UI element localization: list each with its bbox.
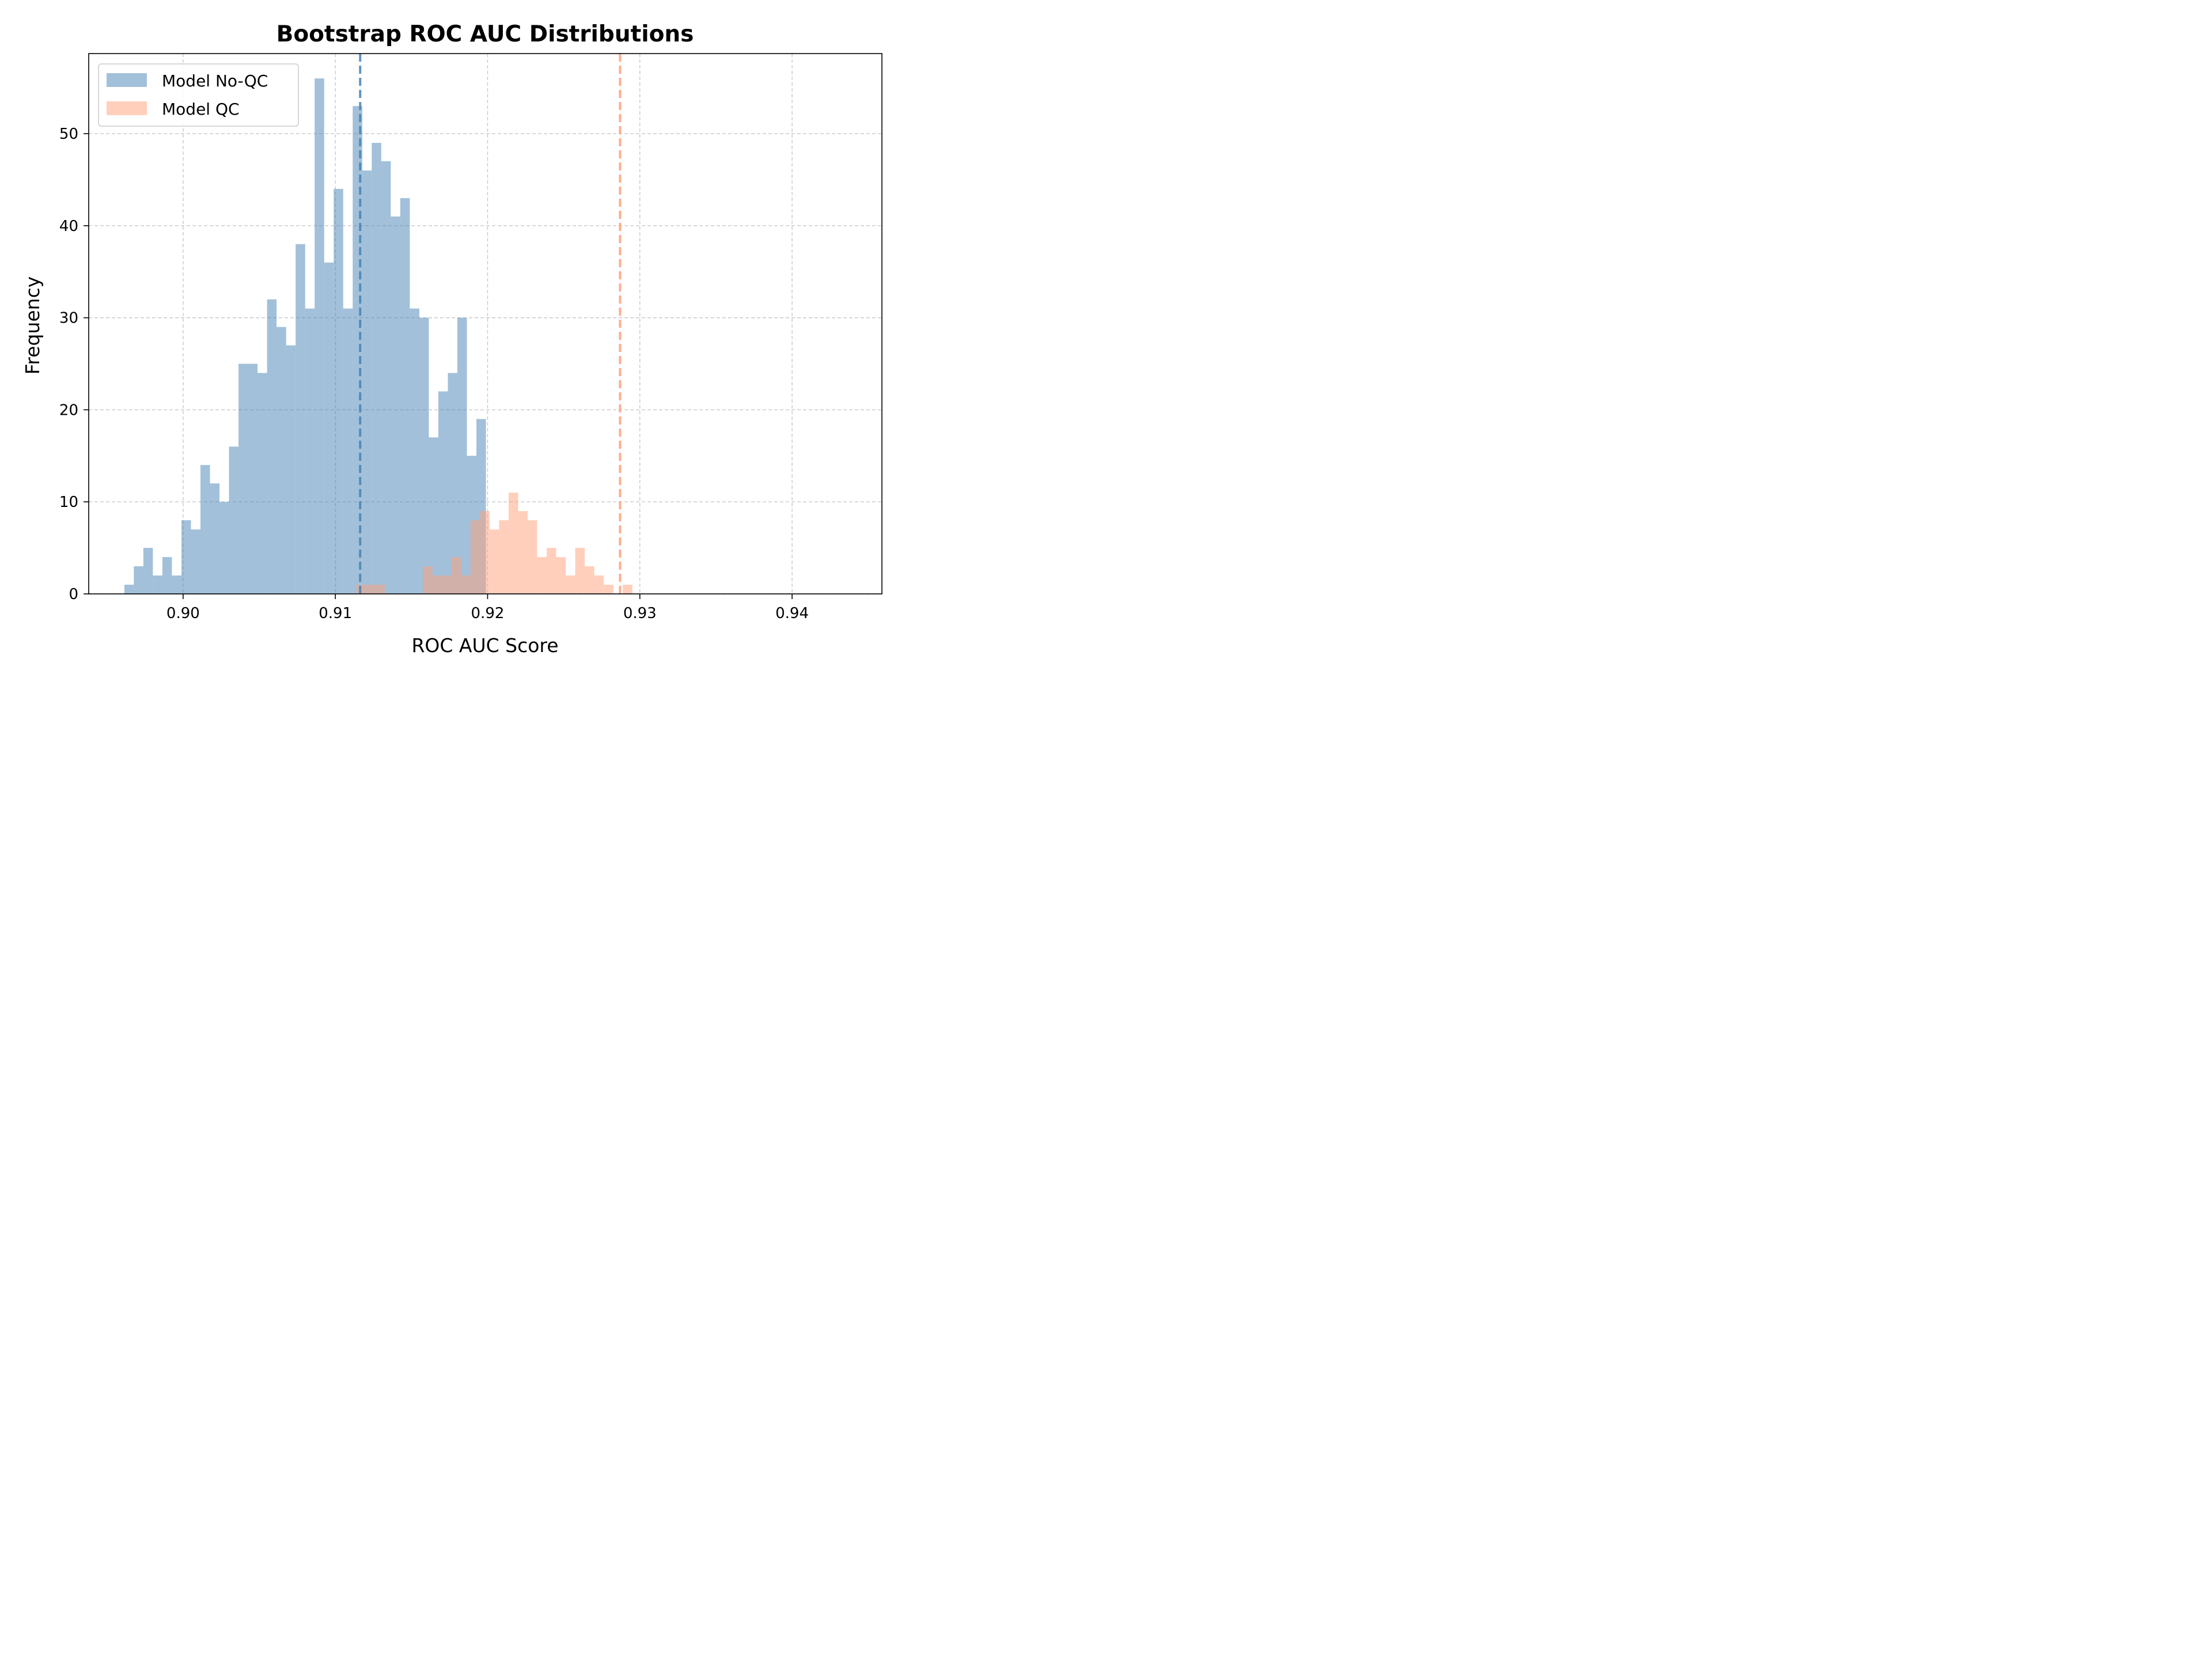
x-tick-label-4: 0.94 [775,605,809,622]
series-1 [356,493,632,594]
y-axis-label: Frequency [21,276,44,374]
y-tick-label-2: 20 [59,402,78,419]
bar-series-0-bin-26 [372,143,381,594]
chart-title: Bootstrap ROC AUC Distributions [276,21,694,47]
y-tick-label-1: 10 [59,494,78,511]
bar-series-0-bin-19 [305,308,315,594]
plot-frame [88,53,882,594]
legend-swatch-model-no-qc [107,73,147,87]
bar-series-1-bin-20 [547,548,556,594]
series-0 [124,78,486,594]
bar-series-1-bin-16 [508,493,518,594]
x-tick-label-0: 0.90 [166,605,200,622]
bar-series-0-bin-32 [429,437,438,594]
bar-series-1-bin-8 [432,575,442,594]
bar-series-0-bin-6 [181,520,191,594]
bar-series-0-bin-4 [162,557,172,594]
bar-series-0-bin-3 [153,575,162,594]
bar-series-0-bin-13 [248,363,258,594]
bar-series-1-bin-7 [423,566,433,594]
legend: Model No-QC Model QC [98,63,299,127]
legend-label-model-qc: Model QC [162,100,240,119]
bar-series-0-bin-12 [238,363,248,594]
bar-series-1-bin-12 [470,520,480,594]
mean-lines [359,54,622,594]
chart-container: 0.90 0.91 0.92 0.93 0.94 0 10 20 30 40 50 Bootstra… [0,0,901,676]
bar-series-0-bin-31 [419,317,429,594]
y-tick-label-4: 40 [59,218,78,235]
bar-series-0-bin-18 [296,244,305,594]
bar-series-1-bin-22 [566,575,575,594]
x-tick-label-3: 0.93 [623,605,657,622]
bar-series-1-bin-13 [480,511,490,594]
bar-series-1-bin-18 [527,520,537,594]
bar-series-0-bin-14 [257,373,267,594]
bar-series-0-bin-34 [448,373,458,594]
legend-label-model-no-qc: Model No-QC [162,71,268,90]
bar-series-0-bin-21 [324,262,334,594]
bar-series-1-bin-9 [442,575,452,594]
histogram-bars [124,78,632,594]
x-axis-label: ROC AUC Score [411,634,558,657]
bar-series-1-bin-10 [451,557,461,594]
bar-series-1-bin-15 [499,520,509,594]
legend-box [98,63,299,127]
legend-swatch-model-qc [107,101,147,115]
bar-series-1-bin-26 [604,585,613,594]
bar-series-0-bin-25 [362,170,372,594]
bar-series-1-bin-25 [594,575,604,594]
x-tick-label-2: 0.92 [471,605,505,622]
x-tick-label-1: 0.91 [319,605,352,622]
bar-series-0-bin-16 [276,327,286,594]
bar-series-0-bin-27 [381,161,391,594]
bar-series-0-bin-11 [229,446,239,594]
bar-series-1-bin-11 [461,575,471,594]
bar-series-1-bin-28 [623,585,632,594]
y-tick-label-0: 0 [69,586,78,603]
axes: 0.90 0.91 0.92 0.93 0.94 0 10 20 30 40 50 [59,126,809,622]
bar-series-1-bin-1 [366,585,376,594]
bar-series-0-bin-35 [457,317,467,594]
bar-series-0-bin-28 [391,216,400,594]
bar-series-1-bin-23 [575,548,585,594]
bar-series-0-bin-33 [438,391,448,594]
bar-series-0-bin-22 [334,188,343,594]
bar-series-0-bin-23 [343,308,353,594]
bar-series-0-bin-17 [286,345,296,594]
bar-series-0-bin-0 [124,585,134,594]
histogram-chart: 0.90 0.91 0.92 0.93 0.94 0 10 20 30 40 50 Bootstra… [21,21,882,657]
bar-series-0-bin-30 [410,308,419,594]
bar-series-1-bin-19 [537,557,547,594]
y-tick-label-5: 50 [59,126,78,143]
bar-series-0-bin-10 [219,502,229,594]
bar-series-0-bin-2 [143,548,153,594]
bar-series-0-bin-9 [210,483,220,594]
bar-series-1-bin-21 [556,557,566,594]
bar-series-1-bin-17 [518,511,528,594]
bar-series-1-bin-2 [375,585,385,594]
bar-series-0-bin-1 [134,566,143,594]
bar-series-0-bin-29 [400,198,410,594]
bar-series-0-bin-20 [315,78,324,594]
y-tick-label-3: 30 [59,310,78,327]
bar-series-1-bin-24 [585,566,594,594]
bar-series-1-bin-14 [489,529,499,594]
bar-series-0-bin-8 [200,465,210,594]
bar-series-0-bin-15 [267,299,277,594]
bar-series-0-bin-5 [172,575,181,594]
bar-series-0-bin-7 [191,529,200,594]
